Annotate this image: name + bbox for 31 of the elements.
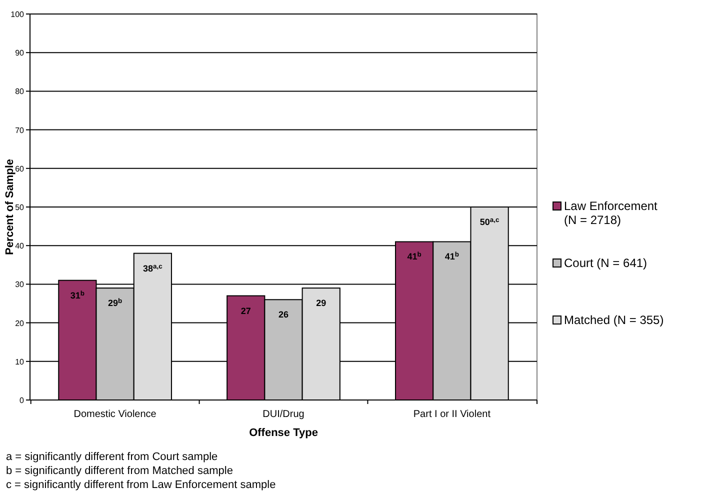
x-tick-label: Part I or II Violent bbox=[413, 409, 491, 420]
x-tick-label: Domestic Violence bbox=[74, 409, 157, 420]
text: b = significantly different from Matched sample bbox=[6, 465, 233, 477]
y-tick-label: 60 bbox=[15, 164, 25, 174]
y-tick-label: 80 bbox=[15, 87, 25, 96]
data-label: 27 bbox=[240, 306, 251, 316]
legend-label: Matched (N = 355) bbox=[564, 313, 664, 327]
y-tick-label: 70 bbox=[15, 126, 25, 135]
data-label: 26 bbox=[278, 310, 289, 320]
y-tick-label: 20 bbox=[15, 318, 25, 328]
data-label: 41$^{b}$ bbox=[407, 251, 422, 262]
data-label: 38$^{a,c}$ bbox=[142, 262, 163, 274]
y-tick-label: 90 bbox=[15, 48, 25, 58]
y-tick-label: 10 bbox=[15, 357, 25, 366]
data-label: 41$^{b}$ bbox=[444, 251, 460, 262]
y-tick-label: 100 bbox=[10, 10, 25, 19]
x-tick-label: DUI/Drug bbox=[262, 409, 304, 420]
y-tick-label: 50 bbox=[15, 203, 25, 212]
y-tick-label: 0 bbox=[20, 396, 25, 405]
legend-label: Law Enforcement (N = 2718) bbox=[564, 199, 658, 227]
y-tick-label: 40 bbox=[15, 242, 25, 251]
x-axis-title: Offense Type bbox=[249, 427, 318, 439]
data-label: 50$^{a,c}$ bbox=[480, 216, 500, 227]
text: a = significantly different from Court sample bbox=[6, 451, 218, 463]
text: c = significantly different from Law Enforcement sample bbox=[6, 479, 276, 491]
data-label: 29$^{b}$ bbox=[108, 298, 122, 308]
legend-label: Court (N = 641) bbox=[564, 256, 648, 270]
data-label: 31$^{b}$ bbox=[70, 290, 85, 300]
y-axis-title: Percent of Sample bbox=[4, 159, 16, 255]
y-tick-label: 30 bbox=[15, 280, 25, 290]
data-label: 29 bbox=[316, 298, 326, 308]
